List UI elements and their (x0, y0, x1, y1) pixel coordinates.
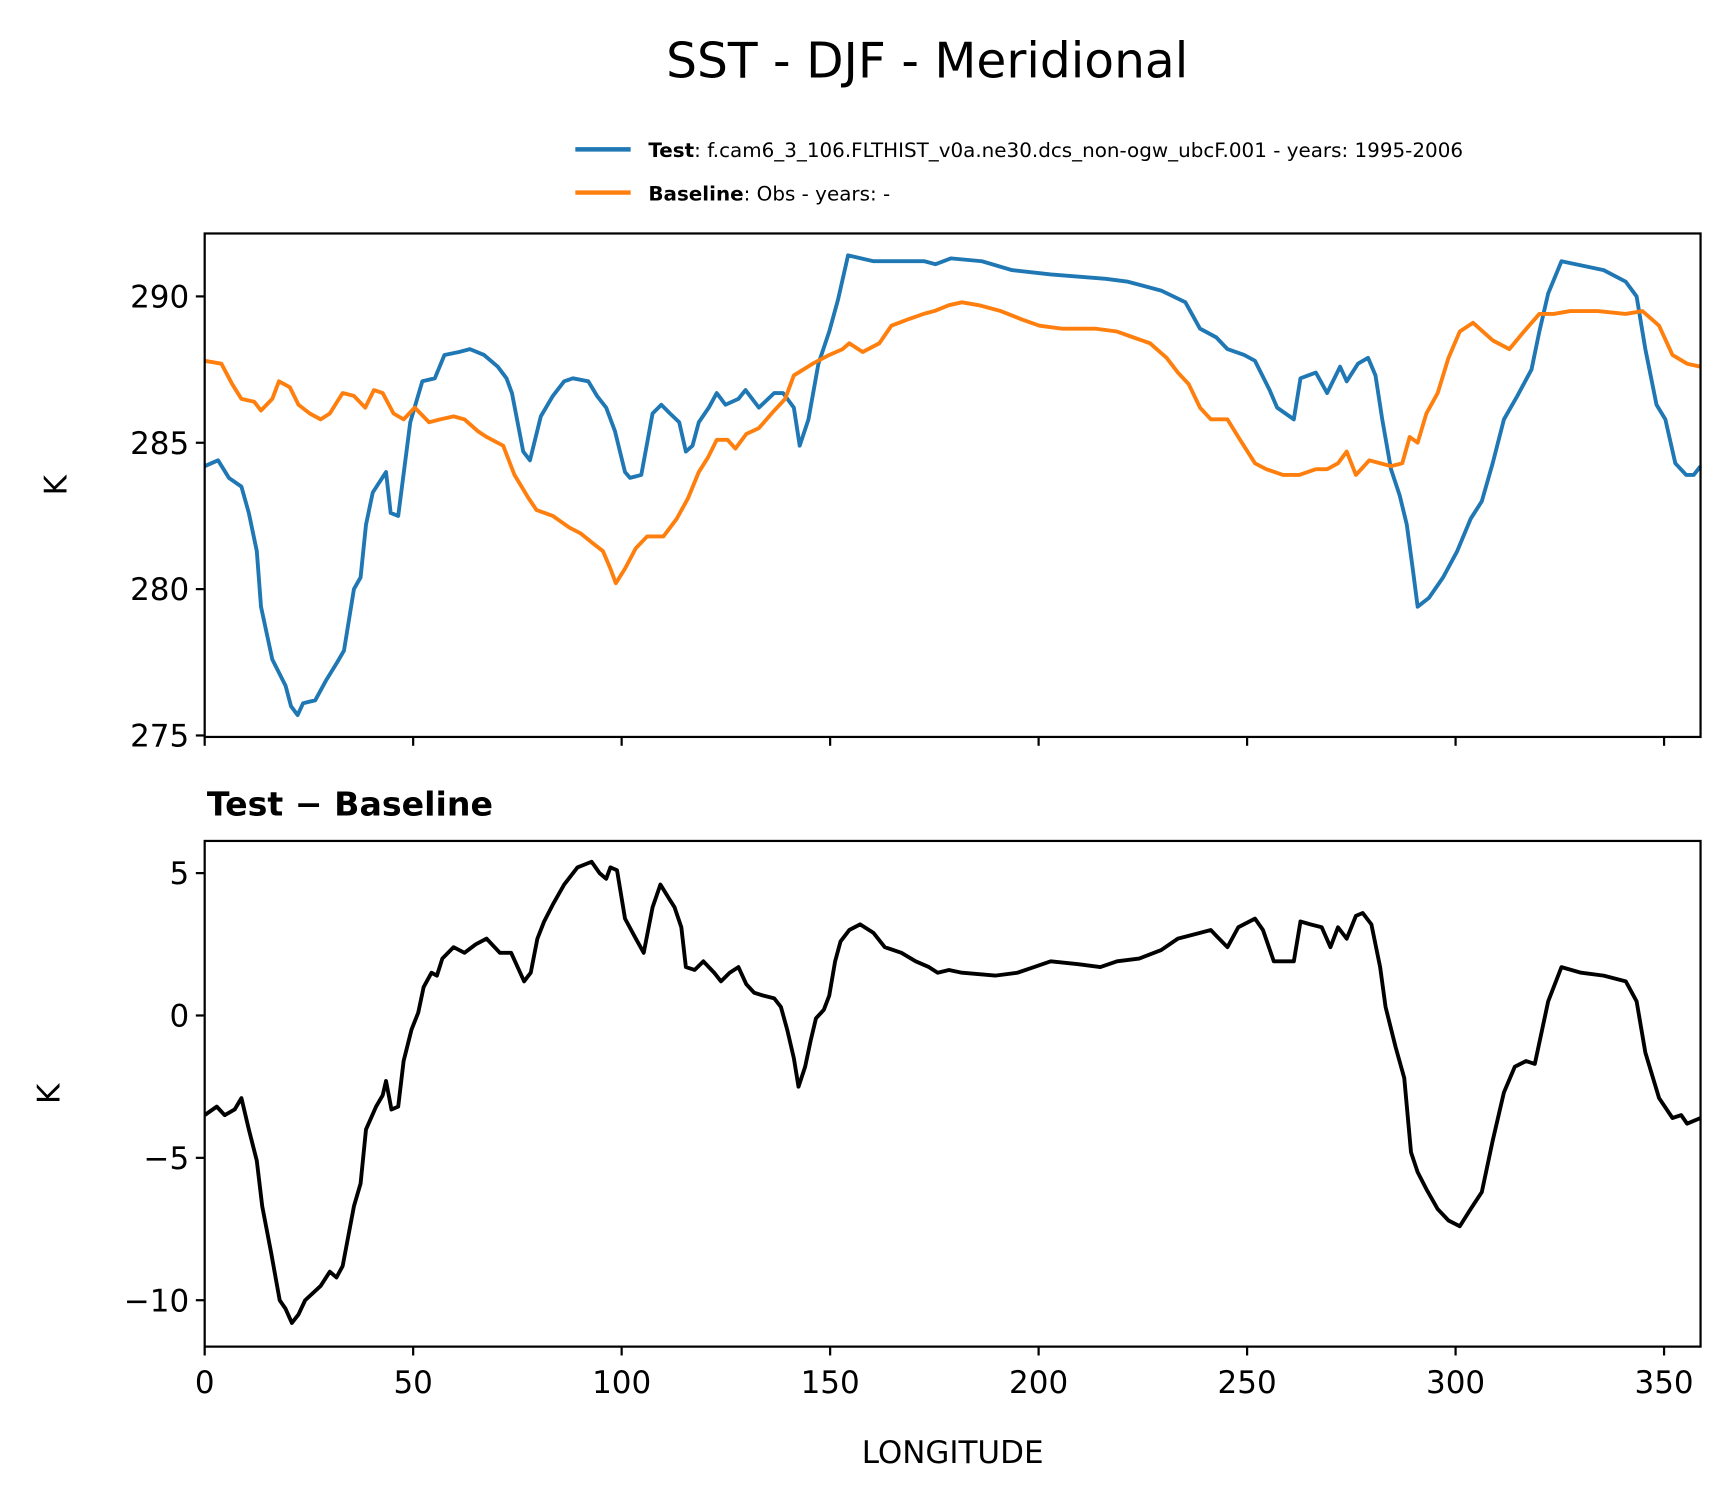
top-panel: 275 280 285 290 K (38, 232, 1703, 755)
y-tick-label: 275 (130, 719, 189, 755)
legend-text-test: : f.cam6_3_106.FLTHIST_v0a.ne30.dcs_non-… (694, 139, 1463, 162)
x-tick-label: 200 (1009, 1365, 1068, 1401)
series-line-baseline (204, 300, 1701, 586)
x-tick-label: 350 (1635, 1365, 1694, 1401)
x-tick-label: 0 (195, 1365, 215, 1401)
legend-text-baseline: : Obs - years: - (744, 182, 891, 205)
y-tick-label: −10 (124, 1283, 189, 1319)
x-tick-label: 300 (1426, 1365, 1485, 1401)
legend-entry-test: Test: f.cam6_3_106.FLTHIST_v0a.ne30.dcs_… (648, 139, 1463, 162)
y-axis-label: K (38, 474, 74, 495)
legend-bold-test: Test (648, 139, 694, 162)
bottom-panel-title: Test − Baseline (207, 784, 493, 823)
series-line-diff (203, 859, 1702, 1325)
y-tick-label: 0 (169, 999, 189, 1035)
axes-frame (203, 232, 1702, 739)
series-line-test (203, 253, 1703, 717)
x-tick-label: 50 (393, 1365, 432, 1401)
axes-frame (203, 839, 1702, 1348)
y-tick-label: 5 (169, 856, 189, 892)
x-axis-label: LONGITUDE (862, 1435, 1044, 1471)
legend: Test: f.cam6_3_106.FLTHIST_v0a.ne30.dcs_… (575, 139, 1463, 205)
y-tick-label: 290 (130, 279, 189, 315)
legend-bold-baseline: Baseline (648, 182, 743, 205)
y-axis-label: K (32, 1083, 68, 1104)
x-tick-label: 150 (801, 1365, 860, 1401)
x-tick-label: 100 (592, 1365, 651, 1401)
legend-entry-baseline: Baseline: Obs - years: - (648, 182, 890, 205)
y-tick-label: 280 (130, 572, 189, 608)
y-tick-label: 285 (130, 426, 189, 462)
chart-title: SST - DJF - Meridional (666, 33, 1188, 89)
y-tick-label: −5 (144, 1141, 190, 1177)
x-tick-label: 250 (1218, 1365, 1277, 1401)
